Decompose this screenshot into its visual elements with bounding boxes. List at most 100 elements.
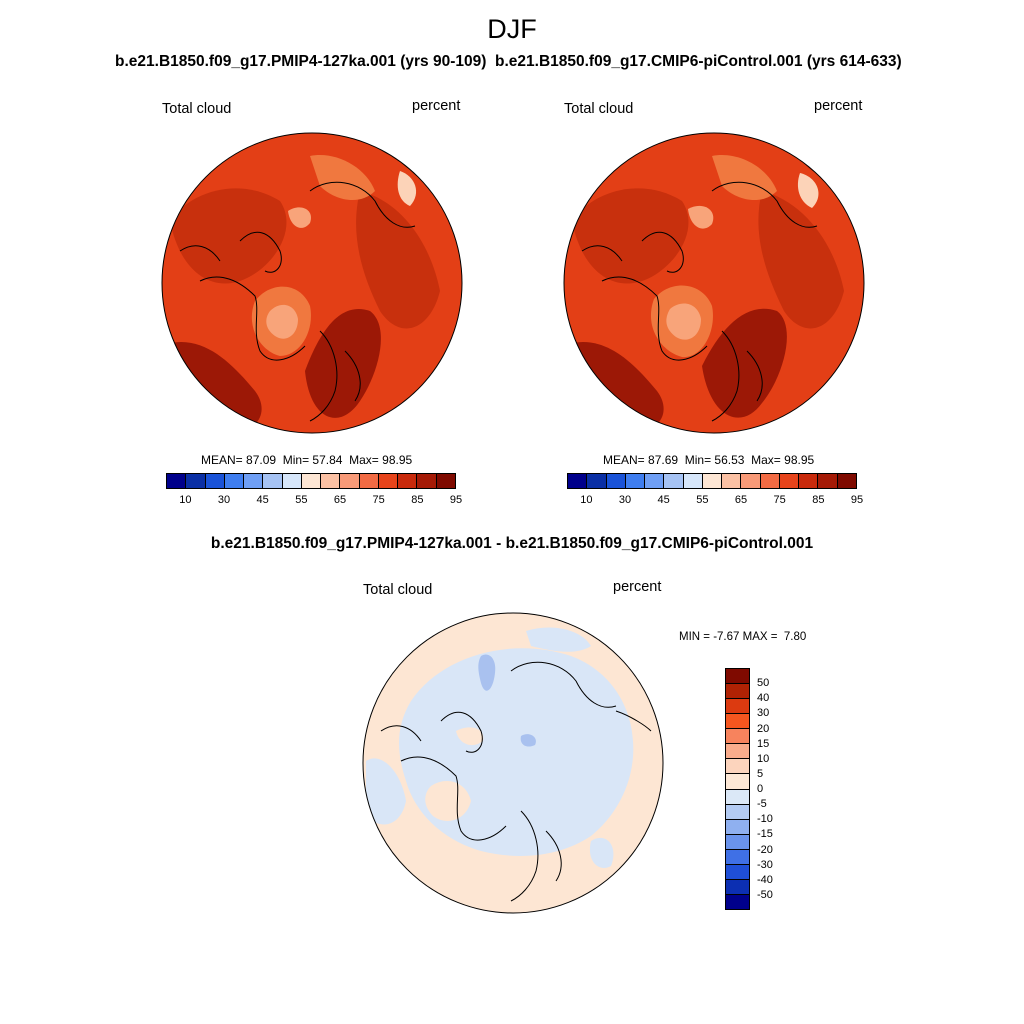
region-mid-right (356, 191, 440, 329)
left-polar-map (161, 132, 463, 434)
coastline (510, 661, 617, 708)
coastline (641, 231, 684, 273)
coastline (344, 350, 361, 402)
colorbar-tick-label: 40 (757, 692, 770, 705)
colorbar-tick-label: 65 (734, 494, 748, 506)
region-light-top (712, 155, 777, 201)
pacific-pale (397, 171, 417, 206)
left-experiment-title: b.e21.B1850.f09_g17.PMIP4-127ka.001 (yrs… (115, 53, 487, 70)
colorbar-swatch (726, 744, 749, 760)
difference-polar-map (362, 612, 664, 914)
colorbar-swatch (606, 474, 626, 488)
colorbar-swatch (625, 474, 646, 488)
colorbar-tick-label: 0 (757, 783, 764, 795)
colorbar-tick-label: 75 (372, 494, 385, 506)
colorbar-swatch (726, 759, 749, 775)
colorbar-swatch (398, 474, 418, 488)
left-colorbar (166, 473, 456, 489)
colorbar-swatch (417, 474, 437, 488)
min-value: 57.84 (312, 453, 343, 467)
colorbar-swatch (726, 864, 749, 880)
max-label: Max= (349, 453, 379, 467)
colorbar-swatch (741, 474, 761, 488)
region-mid-left (572, 188, 689, 284)
colorbar-tick-label: -30 (757, 858, 773, 871)
right-colorbar (567, 473, 857, 489)
colorbar-swatch (726, 714, 749, 730)
diff-stronger-negative (520, 734, 536, 747)
colorbar-tick-label: 50 (757, 677, 770, 690)
colorbar-tick-label: 30 (217, 494, 231, 506)
coastline (380, 725, 422, 742)
colorbar-tick-label: 10 (179, 494, 192, 506)
arctic-light-patch (288, 207, 311, 228)
colorbar-tick-label: -5 (757, 798, 767, 811)
colorbar-tick-label: -10 (757, 813, 773, 826)
colorbar-swatch (282, 474, 302, 488)
left-stats: MEAN= 87.09 Min= 57.84 Max= 98.95 (201, 453, 412, 467)
min-label: Min= (282, 453, 310, 467)
colorbar-tick-label: 20 (757, 722, 770, 735)
colorbar-tick-label: 15 (757, 737, 770, 750)
max-label: Max= (751, 453, 781, 467)
colorbar-tick-label: 55 (295, 494, 308, 506)
diff-negative-region (526, 627, 591, 652)
colorbar-tick-label: 30 (757, 707, 770, 720)
colorbar-swatch (726, 834, 749, 850)
max-value: 98.95 (784, 453, 815, 467)
pacific-pale (797, 173, 819, 208)
region-mid-right (758, 191, 844, 329)
colorbar-tick-label: 10 (580, 494, 593, 506)
mean-value: 87.69 (648, 453, 679, 467)
colorbar-swatch (726, 729, 749, 745)
coastline (615, 710, 652, 732)
region-light-top (310, 155, 375, 201)
colorbar-tick-label: 45 (256, 494, 269, 506)
right-units-label: percent (814, 98, 863, 114)
coastline (711, 330, 740, 422)
right-variable-label: Total cloud (564, 101, 634, 117)
colorbar-swatch (726, 894, 749, 909)
coastline (746, 350, 763, 402)
diff-positive-patch (456, 727, 484, 746)
colorbar-swatch (321, 474, 341, 488)
colorbar-swatch (779, 474, 800, 488)
colorbar-tick-label: 95 (850, 494, 864, 506)
mean-value: 87.09 (246, 453, 277, 467)
max-value: 7.80 (783, 631, 807, 643)
greenland-core (266, 304, 298, 339)
coastline (601, 276, 708, 361)
diff-variable-label: Total cloud (363, 582, 433, 598)
colorbar-tick-label: 30 (618, 494, 632, 506)
mean-label: MEAN= (603, 453, 645, 467)
colorbar-swatch (301, 474, 322, 488)
colorbar-swatch (726, 879, 749, 895)
colorbar-swatch (726, 819, 749, 835)
colorbar-swatch (587, 474, 607, 488)
max-value: 98.95 (382, 453, 413, 467)
colorbar-swatch (726, 774, 749, 790)
coastline (179, 245, 221, 262)
coastline (545, 830, 562, 882)
colorbar-swatch (205, 474, 225, 488)
min-value: 56.53 (714, 453, 745, 467)
coastline (199, 276, 306, 361)
colorbar-swatch (436, 474, 455, 488)
region-mid-left (170, 188, 287, 284)
diff-negative-region (589, 837, 614, 869)
colorbar-swatch (263, 474, 283, 488)
coastline (309, 330, 338, 422)
colorbar-swatch (167, 474, 187, 488)
coastline (581, 245, 623, 262)
colorbar-swatch (799, 474, 819, 488)
greenland-core (666, 303, 701, 340)
colorbar-swatch (726, 849, 749, 865)
colorbar-swatch (818, 474, 838, 488)
diff-negative-region (399, 648, 634, 856)
left-units-label: percent (412, 98, 461, 114)
min-label: Min= (684, 453, 712, 467)
colorbar-swatch (359, 474, 379, 488)
colorbar-tick-label: 10 (757, 752, 770, 765)
diff-stronger-negative (478, 654, 496, 691)
colorbar-swatch (186, 474, 206, 488)
